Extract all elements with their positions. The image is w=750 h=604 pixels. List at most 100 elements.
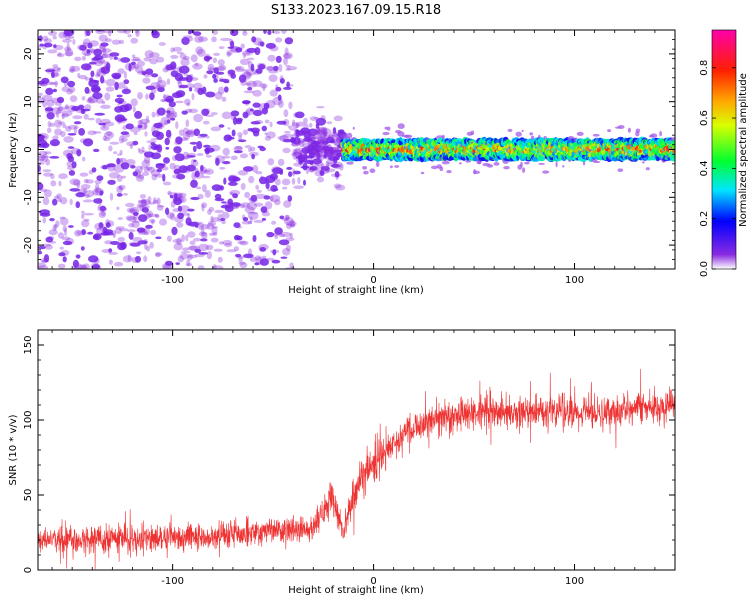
- heatmap-cell: [150, 138, 161, 141]
- heatmap-cell: [218, 86, 225, 95]
- heatmap-cell: [303, 139, 315, 142]
- heatmap-cell: [248, 175, 255, 184]
- heatmap-cell: [303, 117, 308, 124]
- heatmap-cell: [150, 229, 157, 236]
- heatmap-cell: [196, 153, 204, 156]
- heatmap-cell: [61, 110, 73, 117]
- x-tick-label: -100: [161, 275, 184, 286]
- heatmap-cell: [321, 145, 330, 151]
- heatmap-cell: [285, 68, 292, 71]
- heatmap-cell: [47, 49, 58, 54]
- heatmap-cell: [270, 195, 274, 202]
- heatmap-cell: [221, 201, 227, 204]
- heatmap-cell: [156, 109, 161, 117]
- heatmap-cell: [234, 146, 243, 150]
- y-tick-label: 150: [23, 335, 34, 354]
- heatmap-cell: [293, 185, 304, 189]
- heatmap-cell: [151, 125, 156, 134]
- heatmap-cell: [175, 90, 186, 98]
- heatmap-cell: [324, 150, 329, 155]
- heatmap-cell: [38, 80, 46, 85]
- heatmap-cell: [672, 154, 675, 159]
- heatmap-cell: [61, 113, 70, 118]
- heatmap-cell: [62, 123, 67, 129]
- heatmap-cell: [315, 123, 320, 129]
- heatmap-cell: [185, 130, 196, 138]
- heatmap-cell: [60, 76, 69, 84]
- heatmap-cell: [156, 197, 161, 206]
- heatmap-cell: [275, 55, 282, 64]
- heatmap-cell: [94, 179, 102, 185]
- heatmap-cell: [316, 126, 327, 135]
- heatmap-cell: [295, 121, 306, 127]
- heatmap-cell: [335, 136, 342, 144]
- heatmap-cell: [522, 167, 526, 173]
- heatmap-cell: [108, 30, 112, 37]
- heatmap-cell: [147, 196, 152, 203]
- heatmap-cell: [252, 102, 261, 108]
- heatmap-cell: [137, 199, 148, 204]
- heatmap-cell: [187, 213, 191, 218]
- heatmap-cell: [255, 171, 263, 175]
- heatmap-cell: [332, 147, 340, 154]
- heatmap-cell: [99, 44, 107, 53]
- heatmap-cell: [253, 37, 263, 46]
- heatmap-cell: [201, 202, 208, 209]
- heatmap-cell: [143, 212, 152, 219]
- heatmap-cell: [133, 213, 138, 221]
- heatmap-cell: [143, 57, 152, 62]
- heatmap-cell: [38, 182, 44, 191]
- heatmap-cell: [41, 94, 53, 102]
- heatmap-cell: [334, 139, 339, 143]
- heatmap-cell: [63, 136, 74, 143]
- heatmap-cell: [103, 121, 115, 127]
- heatmap-cell: [283, 52, 293, 60]
- heatmap-cell: [67, 80, 76, 88]
- heatmap-cell: [298, 159, 303, 165]
- heatmap-cell: [313, 117, 320, 120]
- heatmap-cell: [138, 199, 148, 208]
- heatmap-cell: [315, 160, 323, 167]
- heatmap-cell: [214, 91, 223, 100]
- heatmap-cell: [204, 190, 211, 198]
- heatmap-cell: [141, 171, 150, 176]
- heatmap-cell: [150, 169, 161, 177]
- heatmap-cell: [229, 189, 241, 196]
- heatmap-cell: [329, 146, 334, 151]
- heatmap-cell: [118, 186, 123, 191]
- heatmap-cell: [174, 140, 183, 146]
- heatmap-cell: [330, 139, 335, 144]
- heatmap-cell: [285, 244, 291, 252]
- heatmap-cell: [320, 163, 325, 169]
- heatmap-cell: [64, 228, 67, 237]
- heatmap-cell: [45, 158, 51, 166]
- heatmap-cell: [212, 73, 217, 79]
- heatmap-cell: [136, 204, 140, 209]
- heatmap-cell: [265, 175, 276, 184]
- heatmap-cell: [122, 193, 129, 196]
- heatmap-cell: [247, 57, 255, 61]
- heatmap-cell: [297, 140, 307, 144]
- heatmap-cell: [238, 256, 243, 263]
- heatmap-cell: [45, 87, 54, 95]
- heatmap-cell: [194, 35, 204, 43]
- heatmap-cell: [44, 151, 52, 155]
- heatmap-cell: [269, 121, 273, 128]
- heatmap-cell: [224, 204, 234, 213]
- heatmap-cell: [201, 231, 208, 240]
- heatmap-cell: [68, 35, 75, 40]
- heatmap-cell: [318, 143, 329, 151]
- heatmap-cell: [282, 147, 291, 154]
- heatmap-cell: [126, 216, 137, 222]
- heatmap-cell: [213, 52, 220, 57]
- heatmap-cell: [261, 217, 266, 221]
- heatmap-cell: [40, 82, 48, 87]
- heatmap-cell: [207, 220, 216, 227]
- heatmap-cell: [272, 30, 281, 34]
- heatmap-cell: [272, 249, 277, 256]
- heatmap-cell: [286, 223, 292, 230]
- heatmap-cell: [131, 237, 143, 242]
- heatmap-cell: [174, 153, 185, 162]
- heatmap-cell: [230, 30, 239, 37]
- heatmap-cell: [185, 154, 190, 158]
